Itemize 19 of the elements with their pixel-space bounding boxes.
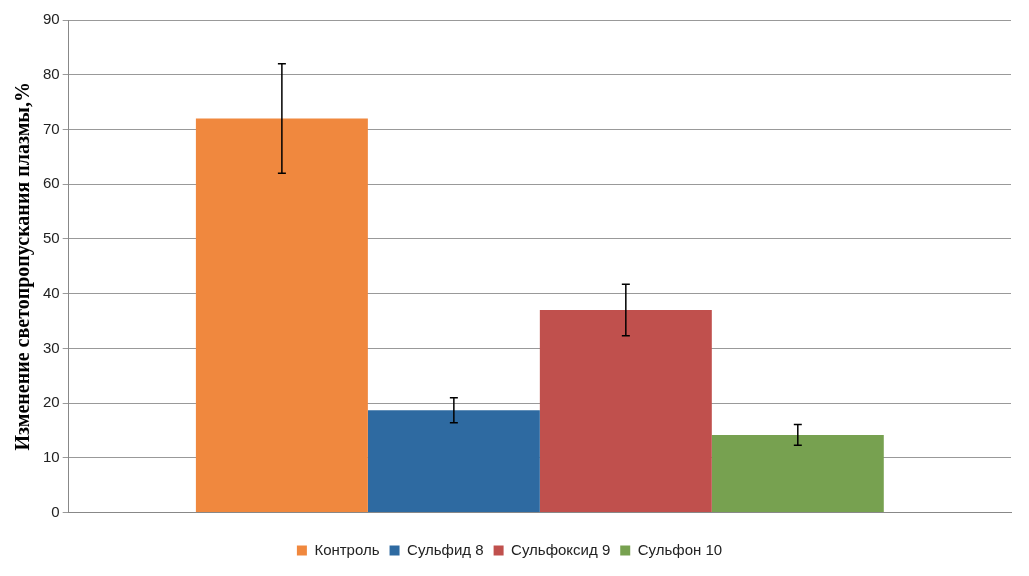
bar	[195, 118, 368, 513]
y-tick-label: 50	[43, 229, 60, 247]
y-tick-label: 0	[51, 502, 60, 520]
legend-label: Контроль	[314, 540, 380, 558]
y-axis-title: Изменение светопропускания плазмы,%	[11, 82, 35, 451]
bar	[367, 410, 540, 513]
legend-label: Сульфон 10	[637, 540, 723, 558]
y-tick-label: 30	[43, 338, 60, 356]
legend-label: Сульфид 8	[407, 540, 484, 558]
bar	[711, 434, 884, 513]
y-tick-label: 70	[43, 119, 60, 137]
legend-label: Сульфоксид 9	[511, 540, 611, 558]
y-tick-label: 90	[43, 10, 60, 28]
y-tick-label: 20	[43, 393, 60, 411]
y-tick-label: 60	[43, 174, 60, 192]
y-tick-label: 10	[43, 448, 60, 466]
bar	[539, 310, 712, 513]
y-tick-label: 40	[43, 283, 60, 301]
y-tick-label: 80	[43, 64, 60, 82]
